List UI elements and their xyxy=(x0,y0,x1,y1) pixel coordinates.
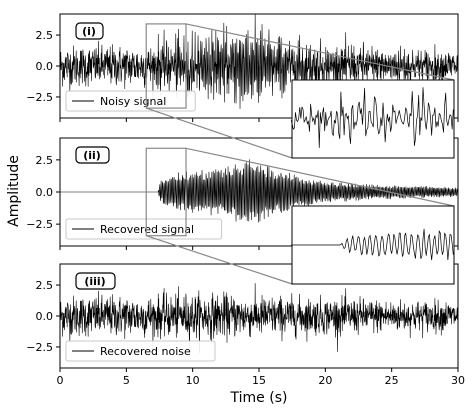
legend-label: Noisy signal xyxy=(100,95,166,108)
y-tick-label: 2.5 xyxy=(36,29,54,42)
inset-frame xyxy=(291,79,455,159)
legend-label: Recovered signal xyxy=(100,223,194,236)
y-tick-label: 2.5 xyxy=(36,154,54,167)
y-axis-label: Amplitude xyxy=(6,155,22,227)
panel-label: (iii) xyxy=(84,275,105,288)
x-tick-label: 20 xyxy=(318,374,332,387)
y-tick-label: −2.5 xyxy=(26,218,53,231)
zoom-connector xyxy=(185,147,455,207)
panel-label: (i) xyxy=(82,25,96,38)
inset-series-line xyxy=(291,228,454,261)
series-line xyxy=(60,159,458,223)
series-line xyxy=(60,283,458,354)
series-line xyxy=(60,14,458,109)
y-tick-label: 0.0 xyxy=(36,186,54,199)
zoom-connector xyxy=(146,235,293,285)
x-tick-label: 5 xyxy=(123,374,130,387)
y-tick-label: −2.5 xyxy=(26,341,53,354)
inset-series-line xyxy=(290,87,454,148)
legend-box xyxy=(65,218,223,240)
panel-label-box xyxy=(75,22,104,40)
y-tick-label: 0.0 xyxy=(36,60,54,73)
y-tick-label: −2.5 xyxy=(26,91,53,104)
legend-box xyxy=(65,340,216,362)
zoom-window xyxy=(145,147,187,237)
panel-label: (ii) xyxy=(83,149,101,162)
y-tick-label: 0.0 xyxy=(36,310,54,323)
zoom-connector xyxy=(185,23,455,81)
legend-label: Recovered noise xyxy=(100,345,191,358)
x-tick-label: 25 xyxy=(385,374,399,387)
zoom-window xyxy=(145,23,187,109)
x-tick-label: 0 xyxy=(57,374,64,387)
panel-label-box xyxy=(75,146,110,164)
zoom-connector xyxy=(146,107,293,159)
x-tick-label: 15 xyxy=(252,374,266,387)
panel-label-box xyxy=(75,272,116,290)
x-tick-label: 30 xyxy=(451,374,465,387)
legend-box xyxy=(65,90,196,112)
y-tick-label: 2.5 xyxy=(36,279,54,292)
x-axis-label: Time (s) xyxy=(230,390,288,406)
x-tick-label: 10 xyxy=(186,374,200,387)
